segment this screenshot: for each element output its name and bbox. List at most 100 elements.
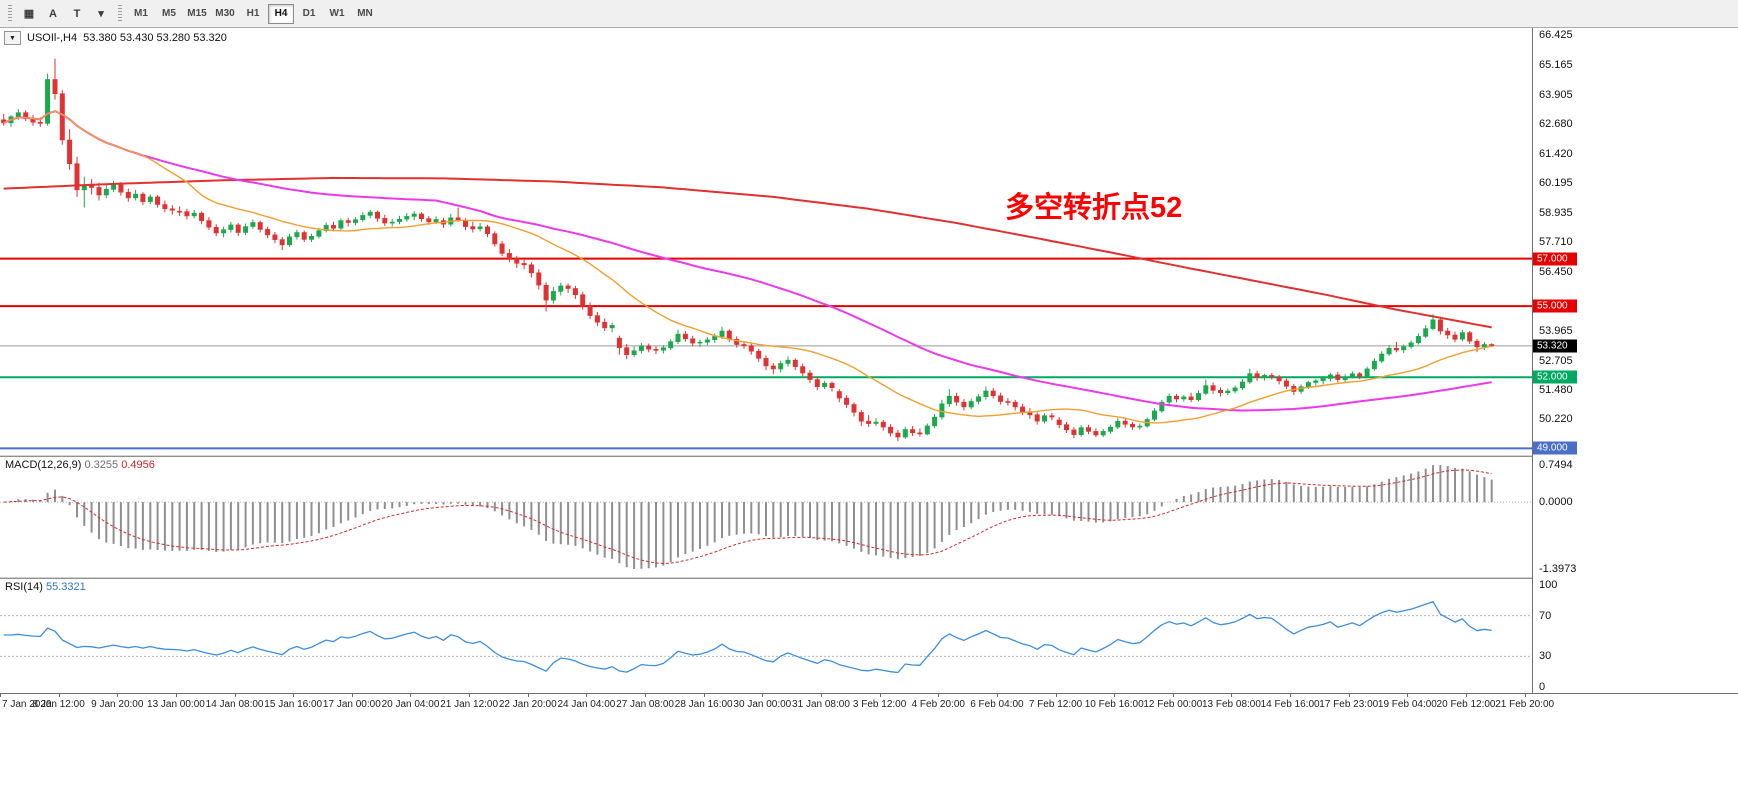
time-axis-tick	[1172, 694, 1174, 697]
time-axis-tick	[293, 694, 295, 697]
time-axis-tick	[996, 694, 998, 697]
time-axis-tick	[0, 694, 1, 697]
time-label: 7 Jan 2020	[2, 699, 52, 710]
macd-signal-value: 0.4956	[121, 459, 155, 471]
time-label: 21 Jan 12:00	[440, 699, 499, 710]
candlestick-plot[interactable]	[0, 28, 1532, 455]
timeframe-h1-button[interactable]: H1	[240, 4, 266, 24]
time-axis-tick	[351, 694, 353, 697]
time-axis-tick	[1348, 694, 1350, 697]
time-label: 15 Jan 16:00	[264, 699, 323, 710]
rsi-scale-label: 100	[1539, 579, 1558, 591]
toolbar-grip[interactable]	[8, 4, 12, 23]
price-scale[interactable]: 66.425 65.165 63.905 62.680 61.420 60.195 58.9…	[1532, 28, 1738, 693]
rsi-plot[interactable]	[0, 579, 1532, 693]
rsi-scale-label: 30	[1539, 650, 1552, 663]
timeframe-w1-button[interactable]: W1	[324, 4, 350, 24]
macd-name: MACD(12,26,9)	[5, 459, 82, 471]
macd-panel[interactable]: MACD(12,26,9) 0.3255 0.4956	[0, 457, 1532, 577]
time-label: 17 Feb 23:00	[1319, 699, 1379, 710]
price-scale-label: 56.450	[1539, 265, 1573, 278]
rsi-label: RSI(14) 55.3321	[5, 581, 86, 593]
time-axis-tick	[234, 694, 236, 697]
macd-scale-label: 0.7494	[1539, 459, 1573, 471]
time-axis-tick	[410, 694, 412, 697]
price-scale-label: 61.420	[1539, 147, 1573, 160]
symbol-period-label: USOIl-,H4	[27, 32, 78, 44]
time-label: 14 Feb 16:00	[1260, 699, 1320, 710]
timeframe-d1-button[interactable]: D1	[296, 4, 322, 24]
time-label: 10 Feb 16:00	[1084, 699, 1144, 710]
time-axis-tick	[1524, 694, 1526, 697]
time-axis-tick	[1466, 694, 1468, 697]
empty-area	[0, 717, 1738, 795]
time-label: 17 Jan 00:00	[322, 699, 381, 710]
time-axis-tick	[938, 694, 940, 697]
macd-plot[interactable]	[0, 457, 1532, 577]
rsi-panel[interactable]: RSI(14) 55.3321	[0, 579, 1532, 693]
chart-window: ▼ USOIl-,H4 53.380 53.430 53.280 53.320 …	[0, 28, 1738, 717]
time-label: 13 Feb 08:00	[1201, 699, 1261, 710]
price-level-badge: 52.000	[1533, 370, 1577, 384]
price-scale-label: 57.710	[1539, 235, 1573, 248]
time-label: 30 Jan 00:00	[733, 699, 792, 710]
price-chart-panel[interactable]: ▼ USOIl-,H4 53.380 53.430 53.280 53.320 …	[0, 28, 1532, 455]
timeframe-m5-button[interactable]: M5	[156, 4, 182, 24]
time-label: 21 Feb 20:00	[1495, 699, 1555, 710]
time-axis[interactable]: 7 Jan 2020 8 Jan 12:00 9 Jan 20:00 13 Jan 0…	[0, 693, 1738, 717]
time-label: 12 Feb 00:00	[1143, 699, 1203, 710]
text-tool-button[interactable]: A	[42, 4, 64, 24]
time-label: 4 Feb 20:00	[911, 699, 965, 710]
time-axis-tick	[820, 694, 822, 697]
one-click-trading-toggle[interactable]: ▼	[4, 31, 21, 45]
rsi-scale-label: 0	[1539, 681, 1546, 693]
price-scale-label: 66.425	[1539, 28, 1573, 41]
grid-tool-button[interactable]: ▦	[18, 4, 40, 24]
time-axis-tick	[1290, 694, 1292, 697]
timeframe-h4-button[interactable]: H4	[268, 3, 294, 24]
panel-splitter[interactable]	[0, 455, 1738, 457]
macd-label: MACD(12,26,9) 0.3255 0.4956	[5, 459, 155, 471]
time-label: 19 Feb 04:00	[1377, 699, 1437, 710]
time-axis-tick	[1055, 694, 1057, 697]
shapes-dropdown-button[interactable]: ▾	[90, 4, 112, 24]
rsi-value: 55.3321	[45, 581, 86, 593]
chart-text-annotation[interactable]: 多空转折点52	[1005, 192, 1183, 224]
time-label: 8 Jan 12:00	[32, 699, 85, 710]
time-axis-tick	[645, 694, 647, 697]
time-label: 13 Jan 00:00	[147, 699, 205, 710]
label-tool-button[interactable]: T	[66, 4, 88, 24]
price-level-badge: 57.000	[1533, 252, 1577, 266]
ohlc-values: 53.380 53.430 53.280 53.320	[83, 32, 227, 44]
price-level-badge: 49.000	[1533, 441, 1577, 455]
chart-title-bar: ▼ USOIl-,H4 53.380 53.430 53.280 53.320	[4, 31, 227, 45]
macd-scale-label: -1.3973	[1539, 563, 1577, 575]
time-label: 31 Jan 08:00	[792, 699, 850, 710]
current-price-badge: 53.320	[1533, 339, 1577, 353]
price-scale-label: 60.195	[1539, 176, 1573, 189]
time-axis-tick	[58, 694, 60, 697]
time-label: 22 Jan 20:00	[498, 699, 557, 710]
price-scale-label: 62.680	[1539, 117, 1573, 130]
price-level-badge: 55.000	[1533, 299, 1577, 313]
time-axis-tick	[527, 694, 529, 697]
price-scale-label: 65.165	[1539, 58, 1573, 71]
time-axis-tick	[879, 694, 881, 697]
time-label: 3 Feb 12:00	[852, 699, 907, 710]
timeframe-m15-button[interactable]: M15	[184, 4, 210, 24]
time-label: 14 Jan 08:00	[205, 699, 264, 710]
timeframe-m30-button[interactable]: M30	[212, 4, 238, 24]
time-label: 20 Feb 12:00	[1436, 699, 1496, 710]
time-label: 27 Jan 08:00	[616, 699, 674, 710]
time-axis-tick	[1407, 694, 1409, 697]
macd-main-value: 0.3255	[84, 459, 119, 471]
rsi-scale-label: 70	[1539, 609, 1552, 622]
time-label: 20 Jan 04:00	[381, 699, 440, 710]
panel-splitter[interactable]	[0, 577, 1738, 579]
toolbar-grip[interactable]	[118, 4, 122, 23]
time-label: 6 Feb 04:00	[970, 699, 1024, 710]
timeframe-mn-button[interactable]: MN	[352, 4, 378, 24]
timeframe-m1-button[interactable]: M1	[128, 4, 154, 24]
price-scale-label: 51.480	[1539, 383, 1573, 396]
